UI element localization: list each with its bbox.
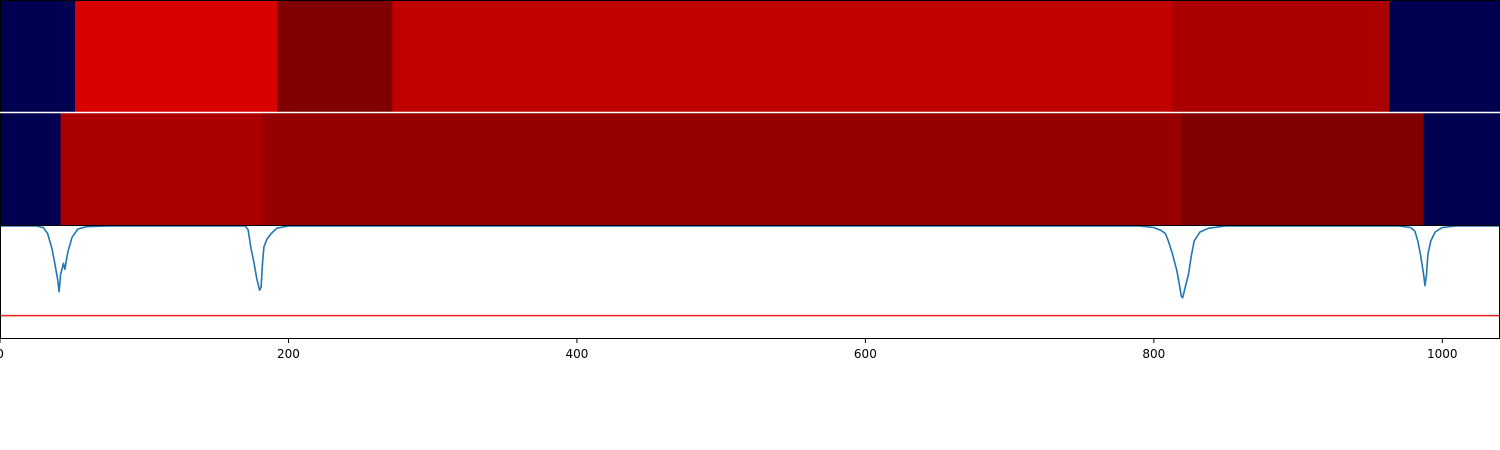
heatmap-cell-0-1	[75, 0, 278, 113]
x-tick-label: 1000	[1427, 347, 1458, 361]
heatmap-cell-1-4	[1423, 112, 1500, 226]
heatmap-cell-0-3	[392, 0, 1174, 113]
x-tick-label: 800	[1142, 347, 1165, 361]
x-tick-label: 0	[0, 347, 4, 361]
heatmap-cell-0-2	[276, 0, 393, 113]
heatmap-cell-1-1	[60, 112, 264, 226]
x-tick-label: 600	[854, 347, 877, 361]
heatmap-cell-1-2	[262, 112, 1182, 226]
x-tick-label: 400	[565, 347, 588, 361]
heatmap-row-top	[0, 0, 1500, 113]
signal-panel	[0, 226, 1500, 317]
x-axis: 0 200 400 600 800 1000	[0, 338, 1458, 361]
signal-line	[0, 226, 1500, 299]
heatmap-cell-1-3	[1181, 112, 1425, 226]
x-tick-label: 200	[277, 347, 300, 361]
heatmap-cell-0-4	[1172, 0, 1390, 113]
heatmap-cell-0-5	[1388, 0, 1500, 113]
heatmap-row-bottom	[0, 112, 1500, 226]
heatmap-cell-1-0	[0, 112, 62, 226]
heatmap-cell-0-0	[0, 0, 76, 113]
